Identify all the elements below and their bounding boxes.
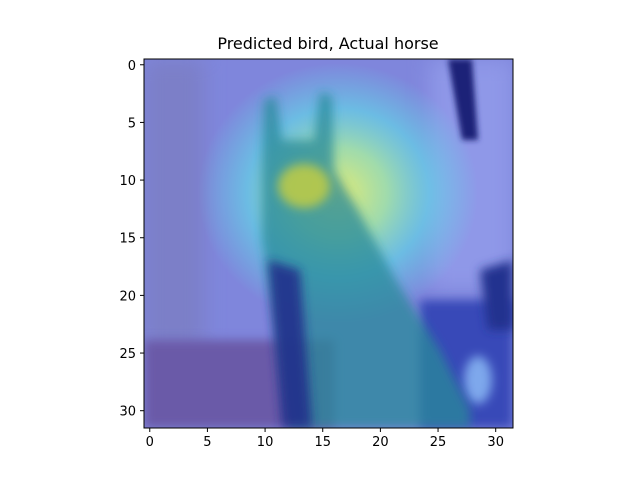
x-axis-ticks: 0 5 10 15 20 25 30 [146,428,504,450]
lower-right-light-patch [464,356,492,404]
plot-frame [143,58,514,429]
x-tick-label: 25 [430,435,447,450]
y-tick-label: 0 [128,59,136,74]
x-tick-label: 15 [314,435,331,450]
y-tick-label: 30 [119,405,136,420]
horse-head-highlight [278,164,330,208]
y-tick-label: 5 [128,116,136,131]
y-tick-label: 15 [119,232,136,247]
x-tick-label: 20 [372,435,389,450]
heatmap-image [144,59,513,428]
x-tick-label: 10 [257,435,274,450]
x-tick-label: 30 [487,435,504,450]
y-tick-label: 20 [119,289,136,304]
x-tick-label: 0 [146,435,154,450]
y-tick-label: 10 [119,174,136,189]
top-right-dark-streak [448,59,478,140]
horse-dark-legs [268,260,312,428]
chart-title: Predicted bird, Actual horse [217,34,438,53]
x-tick-label: 5 [203,435,211,450]
right-edge-dark-blob [480,260,513,330]
y-tick-label: 25 [119,347,136,362]
y-axis-ticks: 0 5 10 15 20 25 30 [119,59,144,420]
left-wall-region [144,59,204,349]
